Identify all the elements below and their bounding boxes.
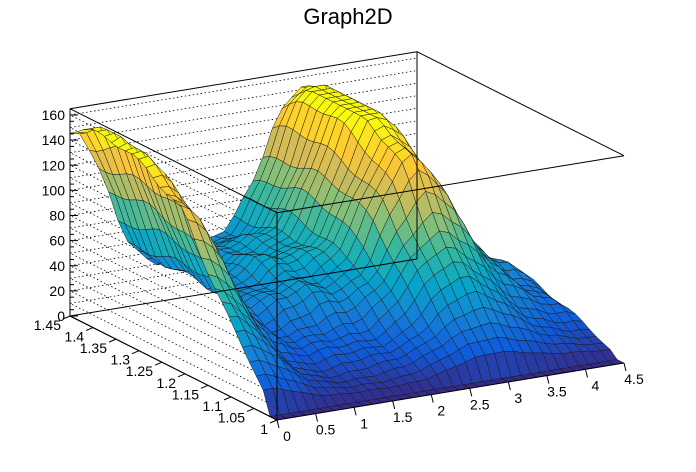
frame-edge: [69, 51, 418, 110]
y-tick-label: 1.05: [218, 409, 245, 425]
x-tick-label: 1: [360, 415, 368, 431]
y-tick-mark: [108, 338, 117, 343]
grid-line: [68, 246, 418, 408]
x-tick-label: 0: [283, 428, 291, 444]
y-tick-mark: [200, 384, 209, 389]
x-tick-label: 0.5: [316, 422, 336, 438]
z-tick-label: 140: [42, 132, 66, 148]
y-tick-label: 1.15: [172, 386, 199, 402]
grid-line: [68, 195, 418, 358]
x-tick-mark: [315, 413, 319, 422]
y-tick-mark: [269, 419, 278, 424]
tick-layer: 0 0.5 1 1.5 2 2.5 3 3.5 4 4.511.051.11.151.21.251…: [34, 107, 644, 444]
x-axis-line: [276, 362, 625, 421]
x-tick-label: 1.5: [393, 409, 413, 425]
grid-line: [68, 82, 418, 245]
y-tick-mark: [131, 350, 140, 355]
z-tick-label: 120: [42, 157, 66, 173]
y-tick-label: 1.1: [203, 398, 223, 414]
z-tick-label: 160: [42, 107, 66, 123]
x-tick-mark: [430, 394, 434, 403]
x-tick-label: 4.5: [624, 371, 644, 387]
x-tick-mark: [584, 369, 588, 378]
grid-line: [68, 170, 418, 333]
y-tick-mark: [177, 373, 186, 378]
frame-edge: [416, 51, 625, 157]
y-tick-mark: [154, 361, 163, 366]
grid-line: [68, 70, 418, 232]
x-tick-mark: [392, 400, 396, 410]
x-tick-mark: [507, 381, 511, 391]
surface-layer: [69, 84, 625, 421]
grid-line: [68, 233, 418, 396]
frame-edge: [276, 155, 625, 214]
frame-edge: [69, 258, 418, 317]
grid-line: [68, 95, 418, 258]
grid-line: [68, 183, 418, 345]
grid-line: [68, 208, 418, 371]
x-tick-mark: [276, 419, 280, 429]
x-tick-mark: [469, 388, 473, 397]
y-tick-label: 1.2: [157, 375, 177, 391]
grid-line: [68, 57, 418, 220]
z-tick-label: 60: [49, 233, 65, 249]
y-tick-label: 1.45: [34, 317, 61, 333]
z-tick-label: 80: [49, 208, 65, 224]
y-tick-label: 1: [260, 421, 268, 437]
y-tick-label: 1.25: [126, 363, 153, 379]
y-tick-mark: [85, 327, 94, 332]
frame-edge: [69, 108, 278, 214]
grid-line: [68, 220, 418, 383]
y-tick-label: 1.3: [111, 352, 131, 368]
x-tick-mark: [623, 362, 627, 372]
x-tick-label: 2.5: [470, 396, 490, 412]
y-tick-mark: [246, 407, 255, 412]
y-tick-mark: [223, 396, 232, 401]
x-tick-label: 2: [437, 403, 445, 419]
y-tick-label: 1.35: [80, 340, 107, 356]
z-tick-label: 0: [57, 308, 65, 324]
y-tick-label: 1.4: [65, 329, 85, 345]
x-tick-label: 4: [592, 377, 600, 393]
x-tick-mark: [546, 375, 550, 384]
y-tick-mark: [62, 315, 71, 320]
z-tick-label: 100: [42, 182, 66, 198]
x-tick-label: 3: [514, 390, 522, 406]
z-tick-label: 20: [49, 283, 65, 299]
x-tick-mark: [353, 407, 357, 416]
y-axis-line: [69, 315, 278, 421]
z-tick-label: 40: [49, 258, 65, 274]
x-tick-label: 3.5: [547, 384, 567, 400]
chart-title: Graph2D: [303, 4, 392, 29]
